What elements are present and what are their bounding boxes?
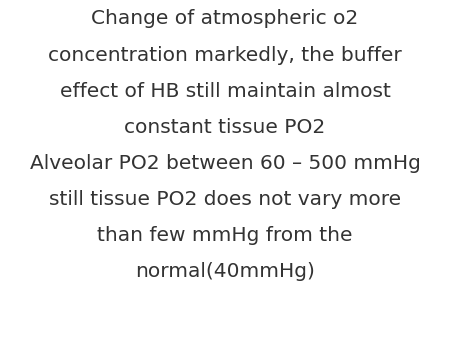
Text: constant tissue PO2: constant tissue PO2 [124, 118, 326, 137]
Text: Alveolar PO2 between 60 – 500 mmHg: Alveolar PO2 between 60 – 500 mmHg [30, 154, 420, 173]
Text: concentration markedly, the buffer: concentration markedly, the buffer [48, 46, 402, 65]
Text: effect of HB still maintain almost: effect of HB still maintain almost [59, 82, 391, 101]
Text: still tissue PO2 does not vary more: still tissue PO2 does not vary more [49, 190, 401, 209]
Text: than few mmHg from the: than few mmHg from the [97, 226, 353, 245]
Text: Change of atmospheric o2: Change of atmospheric o2 [91, 9, 359, 28]
Text: normal(40mmHg): normal(40mmHg) [135, 262, 315, 281]
